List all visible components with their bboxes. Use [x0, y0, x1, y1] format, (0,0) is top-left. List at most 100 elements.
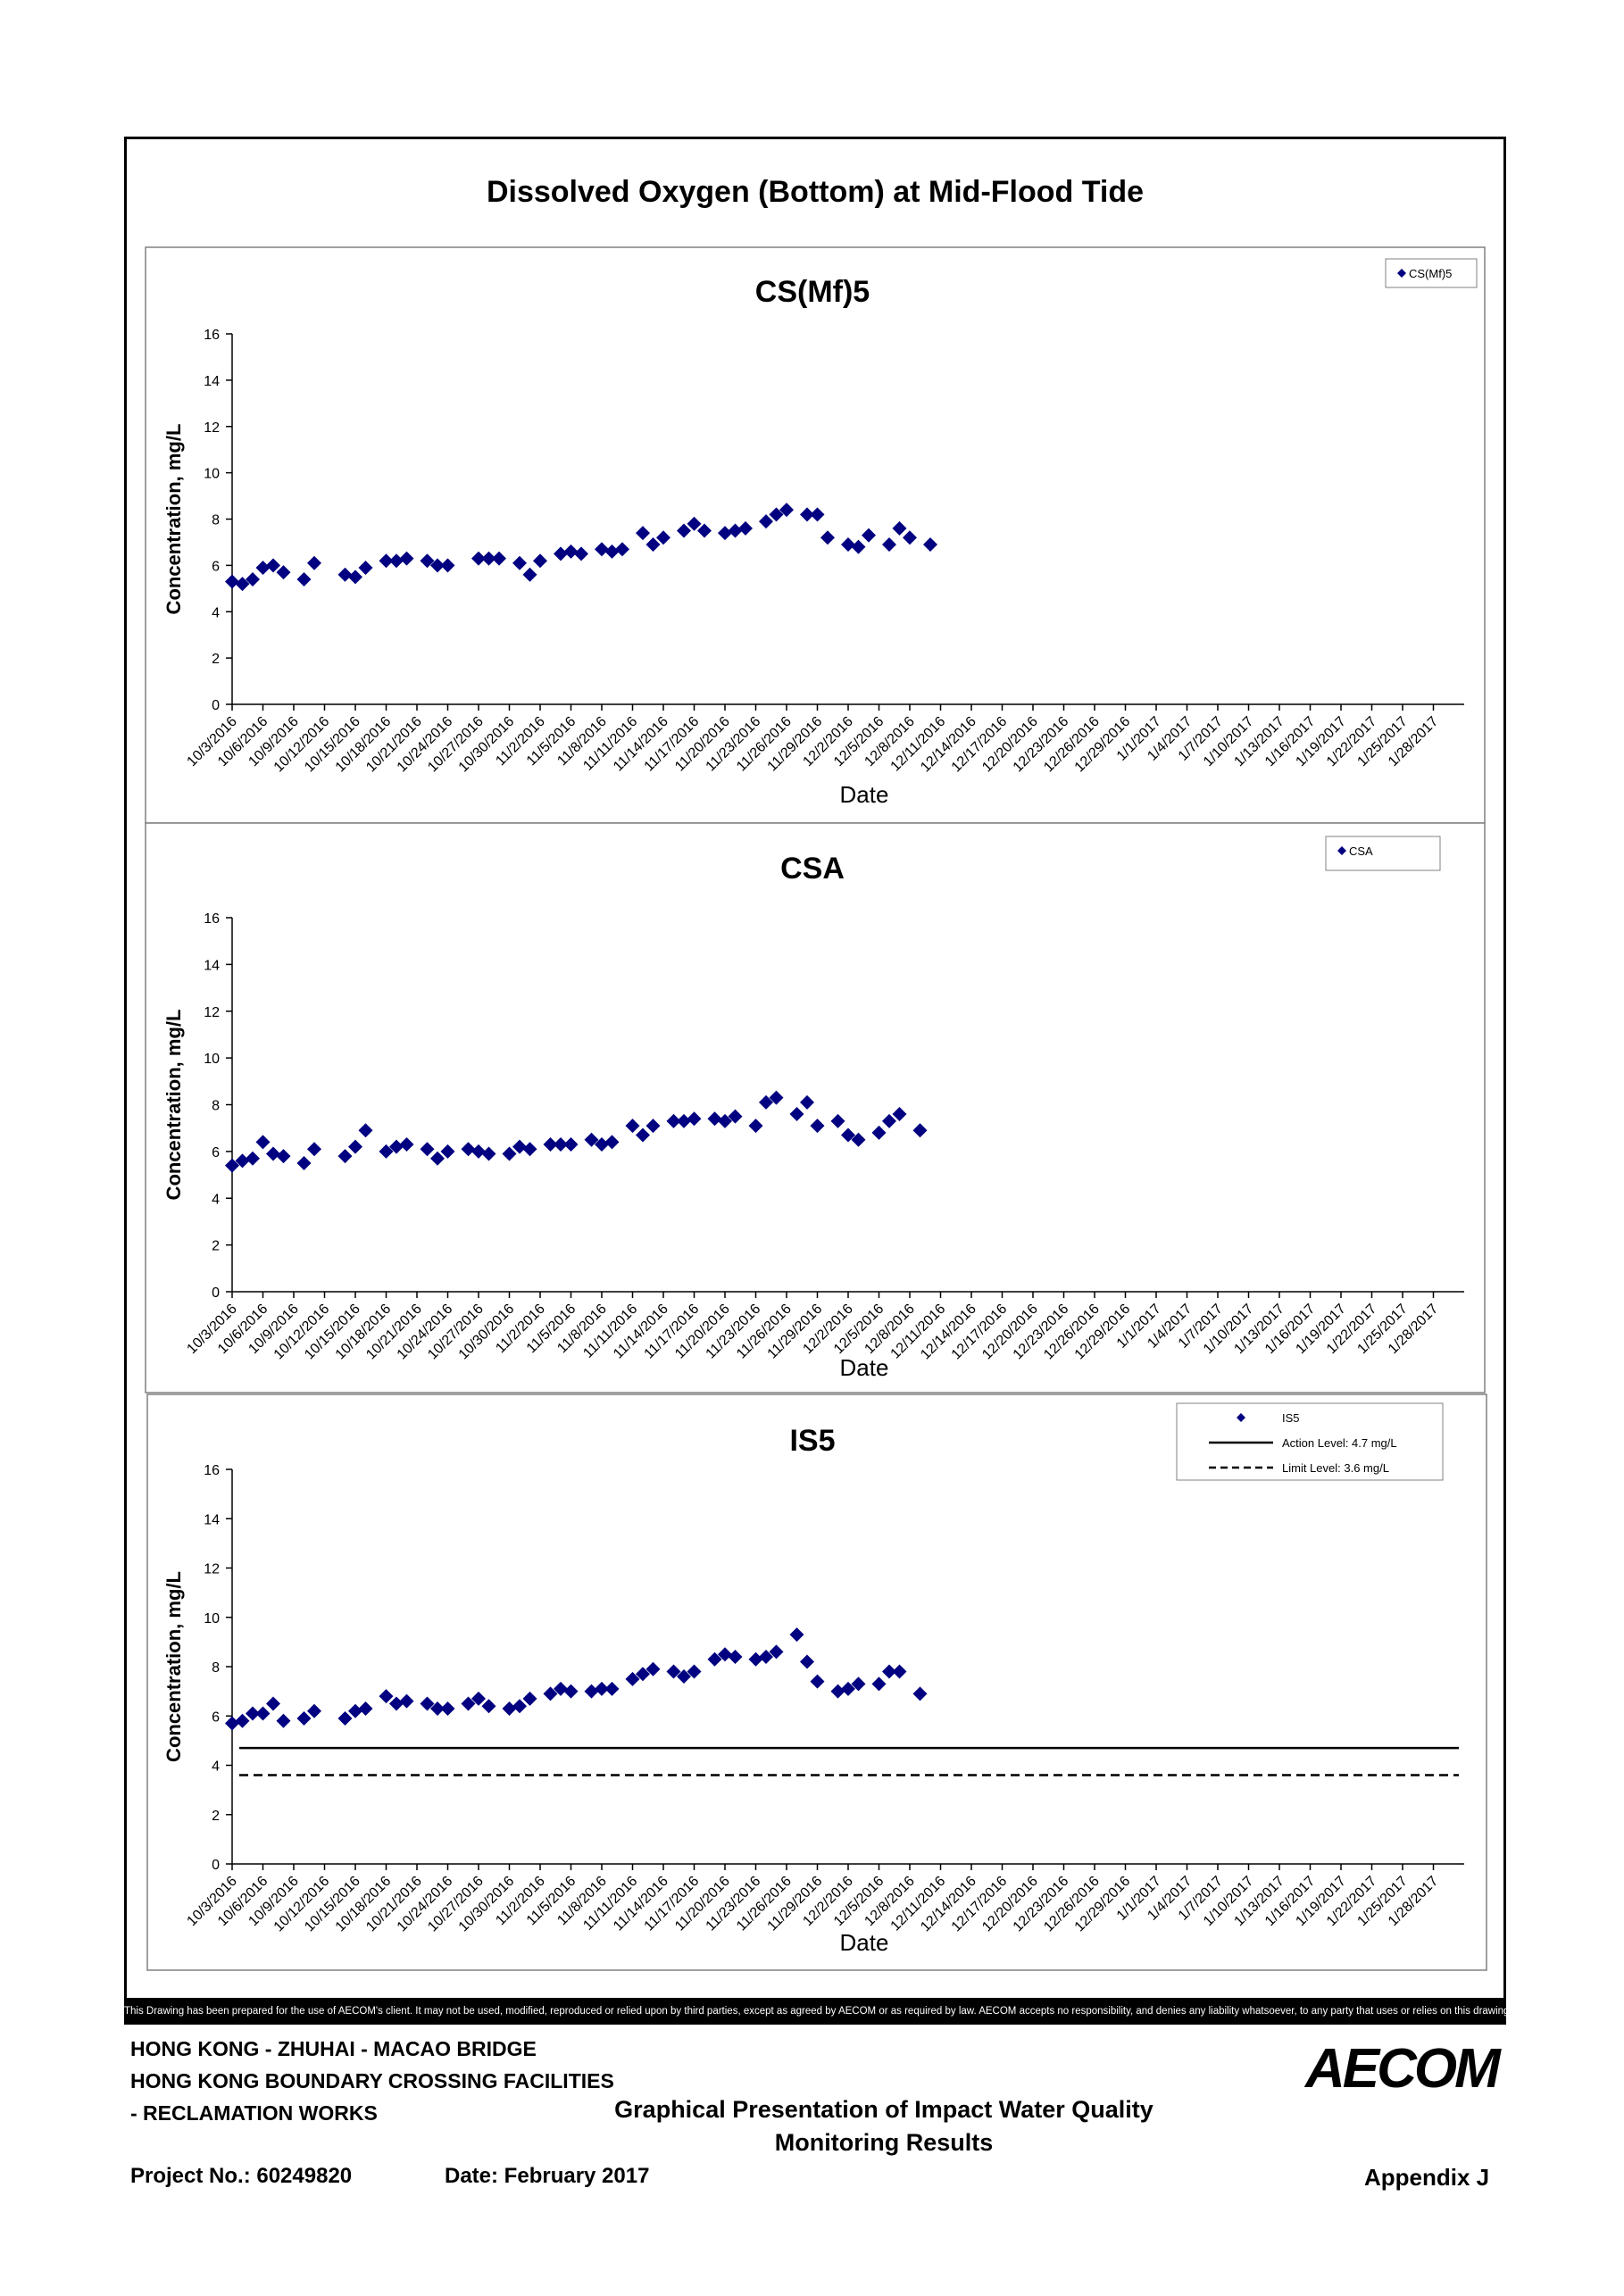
- document-title-line2: Monitoring Results: [774, 2129, 994, 2156]
- chart-title-is5: IS5: [789, 1424, 835, 1458]
- chart-panel-csa: [145, 822, 1486, 1393]
- data-point-is5: [882, 1664, 896, 1679]
- data-point-is5: [718, 1647, 732, 1662]
- data-point-csa: [337, 1149, 353, 1164]
- data-point-is5: [543, 1686, 558, 1701]
- data-point-cs-mf-5: [481, 551, 496, 566]
- legend-marker: [1337, 846, 1346, 855]
- legend-label: IS5: [1282, 1411, 1300, 1425]
- data-point-is5: [687, 1664, 702, 1679]
- data-point-is5: [307, 1703, 321, 1718]
- data-point-csa: [266, 1146, 280, 1161]
- legend-marker: [1397, 269, 1406, 278]
- y-axis-label: Concentration, mg/L: [162, 1010, 185, 1201]
- y-tick-label: 12: [204, 1005, 220, 1020]
- y-tick-label: 14: [204, 1512, 220, 1527]
- data-point-cs-mf-5: [266, 558, 280, 573]
- data-point-csa: [296, 1155, 312, 1170]
- data-point-cs-mf-5: [307, 555, 321, 570]
- chart-panel-cs-mf-5: [145, 246, 1486, 824]
- data-point-cs-mf-5: [656, 530, 670, 545]
- data-point-is5: [399, 1693, 414, 1709]
- data-point-csa: [851, 1132, 866, 1147]
- data-point-cs-mf-5: [512, 555, 527, 570]
- legend-label: CS(Mf)5: [1409, 267, 1452, 280]
- data-point-cs-mf-5: [440, 558, 455, 573]
- data-point-csa: [522, 1142, 537, 1157]
- x-axis-label: Date: [840, 1929, 889, 1956]
- data-point-cs-mf-5: [645, 537, 661, 553]
- data-point-is5: [851, 1676, 866, 1692]
- data-point-csa: [912, 1123, 928, 1138]
- data-point-is5: [636, 1667, 650, 1682]
- data-point-is5: [512, 1699, 527, 1714]
- data-point-cs-mf-5: [554, 546, 568, 562]
- data-point-csa: [636, 1127, 650, 1143]
- data-point-is5: [420, 1696, 435, 1711]
- data-point-csa: [440, 1144, 455, 1159]
- data-point-csa: [255, 1135, 271, 1150]
- data-point-cs-mf-5: [595, 542, 609, 557]
- data-point-csa: [461, 1142, 476, 1157]
- data-point-is5: [584, 1684, 599, 1699]
- data-point-is5: [440, 1701, 455, 1716]
- data-point-csa: [707, 1111, 722, 1127]
- data-point-cs-mf-5: [903, 530, 917, 545]
- legend-label: Action Level: 4.7 mg/L: [1282, 1436, 1397, 1450]
- data-point-cs-mf-5: [337, 567, 353, 582]
- data-point-is5: [225, 1716, 239, 1731]
- data-point-csa: [430, 1151, 445, 1166]
- data-point-is5: [871, 1676, 887, 1692]
- legend-box-csa: [1325, 836, 1441, 871]
- data-point-is5: [830, 1684, 845, 1699]
- data-point-cs-mf-5: [851, 539, 866, 554]
- data-point-csa: [871, 1125, 887, 1140]
- y-tick-label: 10: [204, 467, 220, 482]
- y-tick-label: 10: [204, 1052, 220, 1067]
- data-point-csa: [718, 1113, 732, 1128]
- data-point-is5: [810, 1674, 825, 1689]
- y-tick-label: 16: [204, 911, 220, 927]
- data-point-cs-mf-5: [769, 507, 784, 522]
- data-point-csa: [502, 1146, 517, 1161]
- data-point-cs-mf-5: [882, 537, 896, 553]
- project-name-line1: HONG KONG - ZHUHAI - MACAO BRIDGE: [130, 2037, 537, 2060]
- data-point-is5: [235, 1713, 250, 1728]
- data-point-csa: [882, 1113, 896, 1128]
- legend-marker: [1237, 1413, 1245, 1422]
- y-tick-label: 16: [204, 1463, 220, 1478]
- data-point-is5: [666, 1664, 681, 1679]
- y-tick-label: 12: [204, 1562, 220, 1577]
- y-tick-label: 12: [204, 420, 220, 436]
- data-point-is5: [255, 1706, 271, 1721]
- data-point-is5: [841, 1681, 855, 1696]
- data-point-csa: [358, 1123, 373, 1138]
- data-point-is5: [389, 1696, 404, 1711]
- data-point-csa: [892, 1106, 907, 1121]
- data-point-cs-mf-5: [604, 544, 620, 559]
- y-tick-label: 10: [204, 1611, 220, 1626]
- data-point-is5: [266, 1696, 280, 1711]
- data-point-is5: [461, 1696, 476, 1711]
- data-point-csa: [810, 1119, 825, 1134]
- y-axis-label: Concentration, mg/L: [162, 424, 185, 615]
- data-point-is5: [296, 1711, 312, 1726]
- data-point-cs-mf-5: [246, 571, 260, 586]
- data-point-is5: [563, 1684, 579, 1699]
- data-point-is5: [379, 1689, 394, 1704]
- data-point-cs-mf-5: [420, 553, 435, 569]
- data-point-is5: [276, 1713, 291, 1728]
- data-point-is5: [337, 1711, 353, 1726]
- data-point-is5: [707, 1651, 722, 1667]
- data-point-csa: [554, 1137, 568, 1152]
- data-point-cs-mf-5: [358, 560, 373, 575]
- y-tick-label: 0: [212, 1858, 220, 1873]
- data-point-cs-mf-5: [800, 507, 814, 522]
- data-point-cs-mf-5: [862, 528, 876, 543]
- data-point-csa: [595, 1137, 609, 1152]
- data-point-csa: [276, 1149, 291, 1164]
- data-point-is5: [645, 1661, 661, 1676]
